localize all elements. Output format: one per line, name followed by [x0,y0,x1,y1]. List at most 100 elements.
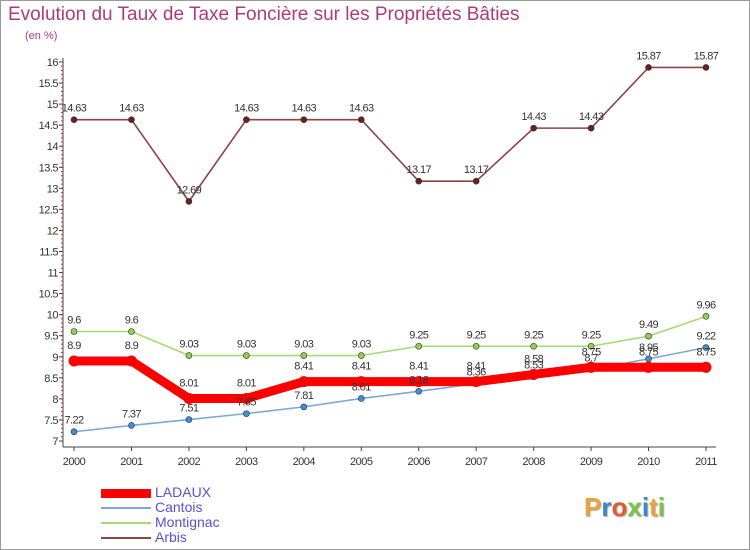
y-tick-label: 14.5 [39,120,59,132]
x-tick-label: 2005 [350,456,373,468]
y-tick-label: 10 [47,310,59,322]
legend-swatch [101,522,151,524]
data-label-cantois: 8.18 [409,374,428,386]
data-label-cantois: 8.53 [524,360,543,372]
data-point-ladaux [183,392,195,404]
data-label-montignac: 9.25 [582,329,601,341]
data-point-montignac [357,352,365,359]
data-label-arbis: 13.17 [406,164,431,176]
legend-label: LADAUX [155,484,212,500]
y-tick-label: 13.5 [39,162,59,174]
data-point-arbis [702,64,710,71]
data-label-cantois: 7.37 [122,408,141,420]
data-point-montignac [70,328,78,335]
data-point-montignac [415,342,423,350]
data-point-montignac [128,328,135,335]
data-point-ladaux [298,376,310,388]
data-point-montignac [243,352,250,359]
data-label-ladaux: 8.9 [67,340,81,352]
logo-letter: i [657,492,665,522]
y-tick-label: 15 [47,99,59,111]
data-point-ladaux [125,355,137,367]
data-point-arbis [300,116,308,123]
data-label-arbis: 14.63 [62,103,87,115]
data-label-montignac: 9.03 [237,339,256,351]
y-tick-label: 12 [47,225,59,237]
data-label-montignac: 9.03 [179,339,198,351]
data-point-ladaux [240,392,252,404]
x-tick-label: 2004 [293,456,316,468]
data-point-cantois [415,388,423,395]
data-point-arbis [185,198,193,205]
x-tick-label: 2009 [580,456,603,468]
x-tick-label: 2003 [235,456,258,468]
data-point-arbis [128,116,135,123]
data-label-arbis: 14.63 [349,103,374,115]
data-point-arbis [530,124,537,132]
data-label-arbis: 14.63 [292,103,317,115]
legend-swatch [101,489,151,498]
data-point-arbis [472,177,480,185]
data-point-ladaux [700,361,712,373]
x-tick-label: 2007 [465,456,488,468]
data-label-ladaux: 8.75 [582,346,601,358]
data-point-montignac [300,352,308,359]
data-point-ladaux [68,355,80,367]
data-label-montignac: 9.96 [696,299,715,311]
data-point-montignac [472,342,480,350]
logo-letter: x [627,492,642,522]
x-tick-label: 2000 [63,456,86,468]
data-point-ladaux [470,376,482,388]
data-label-ladaux: 8.41 [409,361,428,373]
series-line-montignac [73,315,707,357]
y-tick-label: 15.5 [39,78,59,90]
logo-letter: r [601,492,612,522]
legend-label: Montignac [155,514,220,530]
legend-label: Arbis [155,529,187,545]
logo-letter: o [611,492,628,522]
data-label-ladaux: 8.01 [237,377,256,389]
data-label-cantois: 8.36 [467,367,486,379]
data-label-cantois: 7.22 [64,415,83,427]
data-label-montignac: 9.25 [524,329,543,341]
data-label-arbis: 15.87 [694,50,719,62]
data-label-ladaux: 8.01 [179,377,198,389]
legend-item-arbis: Arbis [101,529,301,545]
x-tick-label: 2011 [695,456,717,468]
data-label-montignac: 9.6 [125,315,139,327]
series-line-arbis [73,66,707,203]
data-label-arbis: 14.63 [119,103,144,115]
x-tick-label: 2001 [120,456,143,468]
y-tick-label: 11.5 [39,247,58,259]
data-label-ladaux: 8.9 [125,340,139,352]
data-label-montignac: 9.03 [294,339,313,351]
data-point-montignac [702,313,710,320]
data-label-cantois: 7.65 [237,397,256,409]
data-point-cantois [357,395,365,402]
data-label-cantois: 8.01 [352,381,371,393]
y-tick-label: 7 [52,436,58,448]
x-tick-label: 2002 [178,456,201,468]
legend-swatch [101,507,151,509]
data-label-cantois: 8.95 [639,342,658,354]
y-tick-label: 8 [52,394,58,406]
y-tick-label: 13 [47,183,59,195]
y-tick-label: 12.5 [39,204,59,216]
data-label-arbis: 15.87 [636,50,661,62]
x-tick-label: 2010 [637,456,660,468]
legend-item-ladaux: LADAUX [101,484,301,500]
y-tick-label: 11 [48,268,59,280]
x-tick-label: 2006 [407,456,430,468]
data-label-cantois: 7.51 [179,403,198,415]
legend-item-montignac: Montignac [101,514,301,530]
data-label-cantois: 7.81 [294,390,313,402]
data-label-montignac: 9.03 [352,339,371,351]
data-point-ladaux [355,376,367,388]
data-point-ladaux [585,361,597,373]
y-tick-label: 7.5 [44,415,58,427]
legend-item-cantois: Cantois [101,499,301,515]
data-label-ladaux: 8.41 [467,361,486,373]
data-point-cantois [70,428,78,436]
